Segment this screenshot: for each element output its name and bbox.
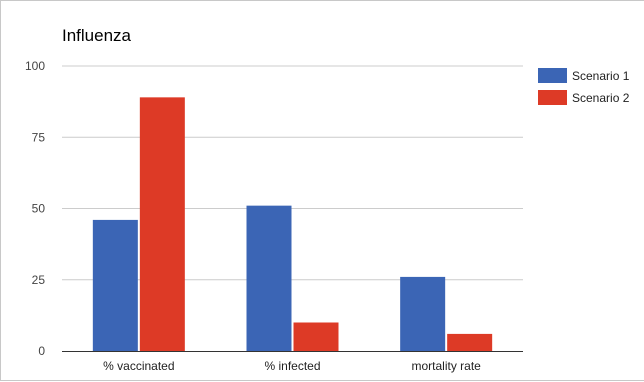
y-tick-label: 50: [32, 202, 46, 216]
x-category-label: mortality rate: [411, 359, 481, 373]
legend: Scenario 1 Scenario 2: [538, 68, 630, 105]
bar-2-1: [139, 97, 185, 351]
bar-1-2: [246, 205, 292, 351]
bar-1-1: [92, 219, 138, 351]
chart-title: Influenza: [62, 26, 132, 45]
y-tick-label: 100: [25, 59, 45, 73]
legend-swatch: [538, 90, 567, 105]
legend-label: Scenario 1: [572, 69, 630, 83]
x-category-label: % infected: [264, 359, 320, 373]
bar-1-3: [400, 276, 446, 351]
y-tick-label: 75: [32, 130, 46, 144]
gridlines: [62, 65, 523, 281]
legend-swatch: [538, 68, 567, 83]
x-axis-category-labels: % vaccinated % infected mortality rate: [103, 359, 481, 373]
legend-label: Scenario 2: [572, 91, 630, 105]
bar-2-2: [293, 322, 339, 351]
y-axis-tick-labels: 0 25 50 75 100: [25, 59, 45, 358]
x-category-label: % vaccinated: [103, 359, 174, 373]
y-tick-label: 25: [32, 273, 46, 287]
bar-2-3: [447, 333, 493, 351]
y-tick-label: 0: [38, 344, 45, 358]
bars: [92, 97, 493, 351]
